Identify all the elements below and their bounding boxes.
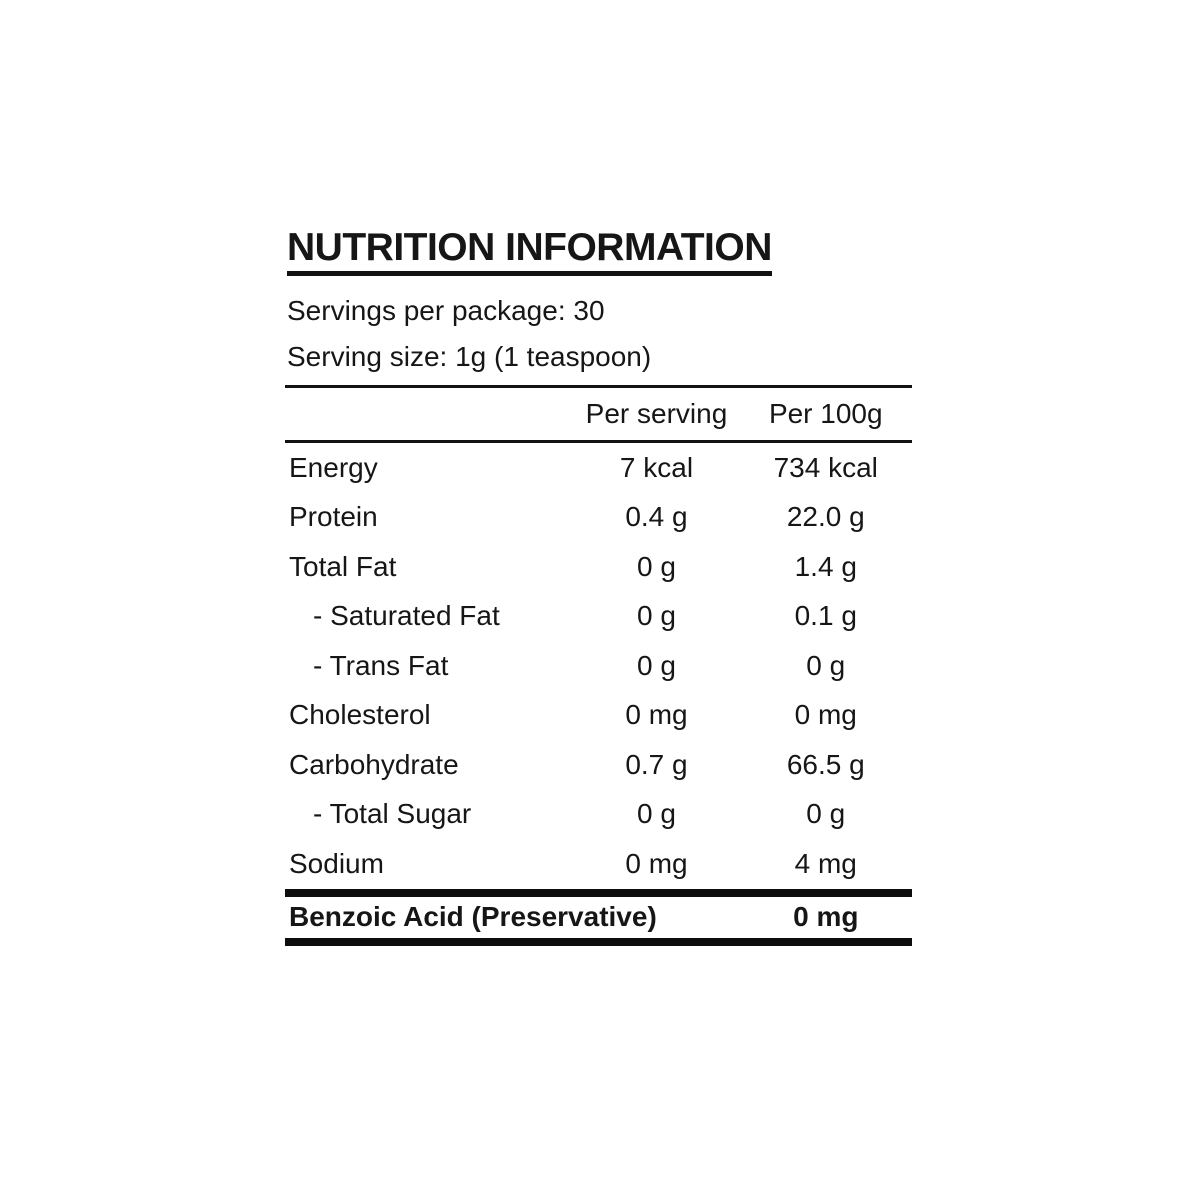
row-label: Energy — [289, 451, 378, 483]
additive-value: 0 mg — [793, 901, 859, 932]
row-per-100g-value: 4 mg — [794, 847, 857, 879]
row-per-100g-value: 0 mg — [794, 699, 857, 731]
row-per-serving-value: 0 mg — [625, 699, 688, 731]
serving-size-line: Serving size: 1g (1 teaspoon) — [287, 341, 652, 372]
row-per-100g-value: 0 g — [806, 649, 846, 681]
row-label: - Trans Fat — [313, 649, 449, 681]
column-header-per-serving: Per serving — [585, 398, 728, 429]
divider-top — [285, 385, 912, 388]
divider-header — [285, 440, 912, 443]
row-per-serving-value: 0.4 g — [625, 501, 688, 533]
row-per-serving-value: 0 g — [637, 600, 676, 632]
row-per-serving-value: 0 g — [637, 649, 676, 681]
table-row-protein: Protein 0.4 g 22.0 g — [285, 493, 912, 543]
table-row-trans-fat: - Trans Fat 0 g 0 g — [285, 641, 912, 691]
row-per-100g-value: 1.4 g — [794, 550, 857, 582]
table-row-energy: Energy 7 kcal 734 kcal — [285, 443, 912, 493]
row-per-100g-value: 0 g — [806, 798, 846, 830]
nutrition-label: NUTRITION INFORMATION Servings per packa… — [285, 228, 912, 946]
row-per-100g-value: 734 kcal — [773, 451, 878, 483]
table-row-cholesterol: Cholesterol 0 mg 0 mg — [285, 691, 912, 741]
table-row-benzoic-acid: Benzoic Acid (Preservative) 0 mg — [285, 897, 912, 938]
nutrition-title: NUTRITION INFORMATION — [287, 228, 772, 276]
row-label: Carbohydrate — [289, 748, 459, 780]
row-label: Protein — [289, 501, 378, 533]
row-per-100g-value: 22.0 g — [786, 501, 865, 533]
table-row-carbohydrate: Carbohydrate 0.7 g 66.5 g — [285, 740, 912, 790]
row-per-serving-value: 0 g — [637, 798, 676, 830]
row-label: - Saturated Fat — [313, 600, 500, 632]
row-per-serving-value: 0 mg — [625, 847, 688, 879]
table-row-total-sugar: - Total Sugar 0 g 0 g — [285, 790, 912, 840]
row-label: Cholesterol — [289, 699, 431, 731]
column-header-per-100g: Per 100g — [768, 398, 883, 429]
divider-additive-top — [285, 888, 912, 897]
row-label: - Total Sugar — [313, 798, 472, 830]
table-row-total-fat: Total Fat 0 g 1.4 g — [285, 542, 912, 592]
table-row-sodium: Sodium 0 mg 4 mg — [285, 839, 912, 889]
servings-per-package-line: Servings per package: 30 — [287, 295, 605, 326]
additive-label: Benzoic Acid (Preservative) — [289, 901, 657, 932]
row-per-100g-value: 66.5 g — [786, 748, 865, 780]
row-per-100g-value: 0.1 g — [794, 600, 857, 632]
divider-bottom — [285, 937, 912, 946]
table-header-row: Per serving Per 100g — [285, 388, 912, 440]
row-per-serving-value: 0 g — [637, 550, 676, 582]
row-per-serving-value: 0.7 g — [625, 748, 688, 780]
row-label: Total Fat — [289, 550, 397, 582]
nutrition-table: Per serving Per 100g Energy 7 kcal 734 k… — [285, 388, 912, 946]
row-label: Sodium — [289, 847, 384, 879]
table-row-saturated-fat: - Saturated Fat 0 g 0.1 g — [285, 592, 912, 642]
row-per-serving-value: 7 kcal — [619, 451, 694, 483]
